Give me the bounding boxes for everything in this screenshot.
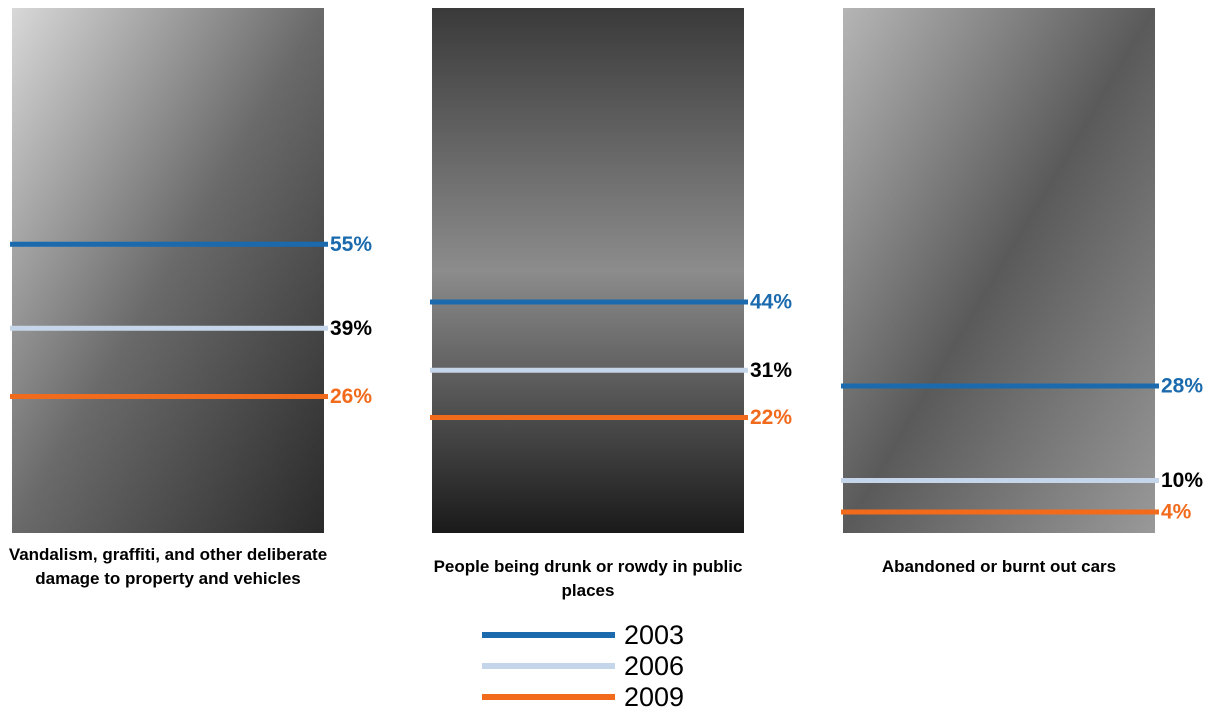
photo: [843, 8, 1155, 533]
legend-label: 2009: [624, 682, 684, 712]
value-label: 10%: [1161, 469, 1203, 492]
panel-caption: People being drunk or rowdy in public pl…: [433, 557, 743, 600]
value-label: 44%: [750, 291, 792, 314]
value-label: 39%: [330, 317, 372, 340]
legend-label: 2003: [624, 620, 684, 650]
legend-label: 2006: [624, 651, 684, 681]
value-label: 28%: [1161, 375, 1203, 398]
photo: [12, 8, 324, 533]
value-label: 26%: [330, 385, 372, 408]
photo: [432, 8, 744, 533]
panel-caption: Abandoned or burnt out cars: [881, 557, 1117, 576]
value-label: 31%: [750, 359, 792, 382]
value-label: 22%: [750, 406, 792, 429]
value-label: 4%: [1161, 501, 1192, 524]
panel-caption: Vandalism, graffiti, and other deliberat…: [8, 545, 328, 588]
value-label: 55%: [330, 233, 372, 256]
